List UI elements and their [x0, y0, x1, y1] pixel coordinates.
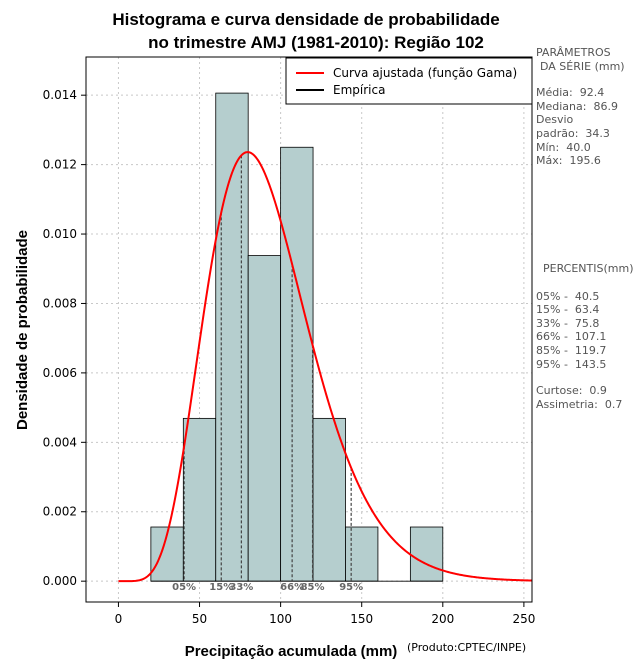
y-tick-label-3: 0.006	[43, 366, 77, 380]
x-tick-label-4: 200	[431, 612, 454, 626]
histogram-bars	[150, 92, 444, 582]
percentile-label-3: 66%	[280, 582, 304, 593]
percentiles-header: PERCENTIS(mm)	[543, 262, 634, 275]
y-tick-label-7: 0.014	[43, 88, 77, 102]
legend-box	[285, 57, 533, 105]
y-tick-label-6: 0.012	[43, 158, 77, 172]
percentile-label-4: 85%	[301, 582, 325, 593]
percentiles-panel: PERCENTIS(mm) 05% - 40.5 15% - 63.4 33% …	[536, 262, 640, 411]
y-tick-label-5: 0.010	[43, 227, 77, 241]
percentile-95: 95% - 143.5	[536, 357, 607, 371]
x-tick-label-3: 150	[350, 612, 373, 626]
param-median: Mediana: 86.9	[536, 99, 618, 113]
plot-frame	[85, 56, 533, 603]
param-std-label: Desvio	[536, 113, 574, 127]
param-max: Máx: 195.6	[536, 154, 601, 168]
percentile-label-0: 05%	[172, 582, 196, 593]
gamma-curve	[118, 151, 533, 583]
x-tick-label-0: 0	[115, 612, 123, 626]
kurtosis: Curtose: 0.9	[536, 384, 607, 398]
bar-8	[409, 526, 444, 582]
percentile-label-2: 33%	[229, 582, 253, 593]
bar-5	[312, 417, 346, 582]
params-header-line-1: PARÂMETROS	[536, 46, 611, 59]
percentile-85: 85% - 119.7	[536, 343, 607, 357]
bar-2	[215, 92, 249, 582]
credit-label: (Produto:CPTEC/INPE)	[407, 641, 526, 654]
chart-title-line-1: Histograma e curva densidade de probabil…	[112, 10, 499, 29]
param-std-value: padrão: 34.3	[536, 126, 610, 140]
x-tick-label-5: 250	[512, 612, 535, 626]
y-tick-label-4: 0.008	[43, 296, 77, 310]
percentile-33: 33% - 75.8	[536, 316, 600, 330]
params-header-line-2: DA SÉRIE (mm)	[540, 59, 625, 73]
y-axis-label: Densidade de probabilidade	[14, 230, 31, 430]
legend-label-empirical: Empírica	[333, 83, 385, 97]
param-min: Mín: 40.0	[536, 140, 591, 154]
percentile-66: 66% - 107.1	[536, 330, 607, 344]
percentile-05: 05% - 40.5	[536, 289, 600, 303]
bar-3	[247, 255, 282, 582]
bar-1	[182, 417, 217, 582]
stats-panel: PARÂMETROS DA SÉRIE (mm) Média: 92.4 Med…	[536, 46, 640, 168]
percentile-label-5: 95%	[339, 582, 363, 593]
legend-label-fitted: Curva ajustada (função Gama)	[333, 66, 517, 80]
x-axis-ticks: 0 50 100 150 200 250	[115, 602, 535, 626]
x-axis-label: Precipitação acumulada (mm)	[185, 643, 398, 660]
percentile-label-1: 15%	[209, 582, 233, 593]
y-axis-ticks: 0.000 0.002 0.004 0.006 0.008 0.010 0.012 0.014	[43, 88, 86, 588]
percentile-lines	[183, 155, 352, 582]
x-tick-label-2: 100	[269, 612, 292, 626]
bar-4	[280, 146, 314, 582]
skewness: Assimetria: 0.7	[536, 397, 623, 411]
percentile-15: 15% - 63.4	[536, 303, 600, 317]
param-mean: Média: 92.4	[536, 86, 605, 100]
bar-6	[345, 526, 379, 582]
y-tick-label-1: 0.002	[43, 505, 77, 519]
x-tick-label-1: 50	[192, 612, 207, 626]
y-tick-label-2: 0.004	[43, 435, 77, 449]
y-tick-label-0: 0.000	[43, 574, 77, 588]
percentile-labels: 05% 15%33% 66%85% 95%	[172, 582, 363, 593]
chart-title-line-2: no trimestre AMJ (1981-2010): Região 102	[148, 33, 484, 52]
legend: Curva ajustada (função Gama) Empírica	[285, 57, 533, 105]
